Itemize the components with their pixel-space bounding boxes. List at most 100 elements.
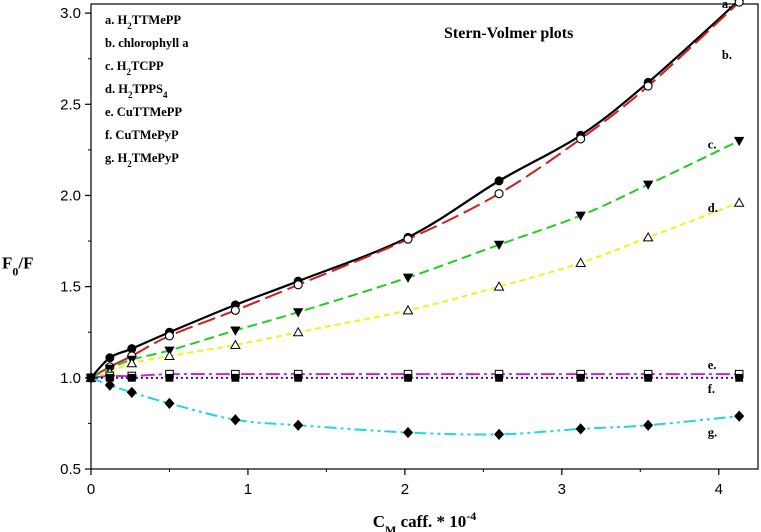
data-point [126, 386, 137, 399]
x-tick-label: 1 [244, 481, 252, 498]
legend-entry-prefix: g. H [105, 151, 128, 165]
data-point [576, 134, 586, 144]
data-point [104, 379, 115, 391]
data-point [493, 240, 505, 251]
data-point [734, 0, 744, 7]
legend-entry-sub2: 4 [163, 90, 168, 100]
data-point [293, 280, 303, 290]
data-point [293, 419, 304, 431]
axes: 0.51.01.52.02.53.00 1 2 3 4CM caff. * 10-4F0… [2, 5, 723, 532]
series-c: c. [85, 136, 745, 384]
data-point [105, 353, 115, 363]
legend-entry: g. H2TMePyP [105, 151, 179, 169]
legend-entry-sub: 2 [127, 67, 132, 77]
data-point [85, 372, 97, 384]
data-point [402, 304, 414, 315]
x-axis-title-main: C [373, 512, 385, 531]
series-layer: a. b. c. d. e. f. g. [85, 0, 745, 440]
data-point [164, 350, 175, 360]
data-point [735, 373, 744, 382]
legend-entry: d. H2TPPS4 [105, 82, 168, 100]
data-point [576, 373, 585, 382]
series-label: a. [722, 0, 731, 11]
series-label: f. [708, 382, 715, 396]
y-tick-label: 1.0 [60, 370, 81, 387]
data-point [494, 428, 505, 440]
data-point [402, 273, 414, 283]
series-line-d [90, 201, 740, 379]
legend-entry-sub: 2 [128, 90, 133, 100]
legend-entry: c. H2TCPP [105, 59, 164, 77]
legend-entry-sub: 2 [127, 21, 132, 31]
x-axis-title: CM caff. * 10-4 [373, 509, 476, 532]
y-axis-title-sub: 0 [12, 264, 18, 278]
y-tick-label: 3.0 [60, 5, 81, 22]
data-point [494, 176, 504, 186]
data-point [642, 180, 654, 190]
x-tick-label: 3 [558, 481, 566, 498]
series-f: f. [87, 373, 744, 396]
series-line-b [90, 1, 740, 379]
data-point [644, 373, 653, 382]
data-point [165, 373, 174, 382]
data-point [403, 234, 413, 244]
series-label: c. [708, 137, 717, 151]
y-axis-title-main: F [2, 253, 12, 272]
data-point [733, 136, 745, 147]
series-line-a [90, 0, 740, 379]
series-label: b. [722, 48, 732, 62]
data-point [126, 357, 138, 368]
series-a: a. [86, 0, 744, 383]
x-tick-label: 4 [715, 481, 723, 498]
data-point [230, 326, 241, 336]
legend-entry-rest: TPPS [132, 82, 163, 96]
plot-frame [90, 3, 759, 470]
data-point [575, 423, 586, 435]
legend-entry-rest: TMePyP [132, 151, 180, 165]
data-point [495, 373, 503, 382]
legend-entry: e. CuTTMePP [105, 105, 182, 119]
data-point [230, 305, 240, 315]
data-point [231, 373, 240, 382]
data-point [164, 331, 175, 341]
x-axis-title-rest: caff. * 10 [396, 512, 466, 531]
legend-entry-prefix: a. H [105, 13, 128, 27]
series-label: d. [708, 201, 718, 215]
y-tick-label: 1.5 [60, 279, 81, 296]
legend-entry-rest: TTMePP [132, 13, 182, 27]
legend-entry: b. chlorophyll a [105, 36, 189, 50]
data-point [642, 231, 654, 242]
data-point [643, 419, 654, 431]
y-axis-title-rest: /F [17, 253, 33, 272]
series-label: e. [708, 358, 717, 372]
data-point [575, 211, 586, 221]
legend-entry-prefix: b. chlorophyll a [105, 36, 189, 50]
legend-entry: f. CuTMePyP [105, 128, 179, 142]
series-line-g [90, 376, 740, 436]
data-point [494, 189, 504, 199]
data-point [733, 197, 745, 207]
x-tick-label: 2 [401, 481, 409, 498]
data-point [575, 257, 587, 267]
data-point [493, 281, 505, 291]
series-label: g. [708, 426, 717, 440]
legend-entry: a. H2TTMePP [105, 13, 181, 31]
data-point [404, 373, 412, 382]
data-point [292, 308, 304, 318]
series-line-c [90, 139, 740, 379]
data-point [230, 414, 241, 426]
legend-entry-prefix: f. CuTMePyP [105, 128, 179, 142]
data-point [164, 397, 175, 409]
data-point [292, 326, 304, 337]
legend-entry-rest: TCPP [131, 59, 164, 73]
legend-entry-prefix: d. H [105, 82, 128, 96]
data-point [127, 373, 136, 382]
legend-entry-sub: 2 [127, 159, 132, 169]
y-axis-title: F0/F [2, 253, 34, 278]
x-axis-title-sup: -4 [466, 509, 476, 523]
series-d: d. [85, 197, 745, 382]
y-tick-label: 2.5 [60, 96, 81, 113]
data-point [643, 81, 653, 91]
data-point [230, 339, 241, 349]
